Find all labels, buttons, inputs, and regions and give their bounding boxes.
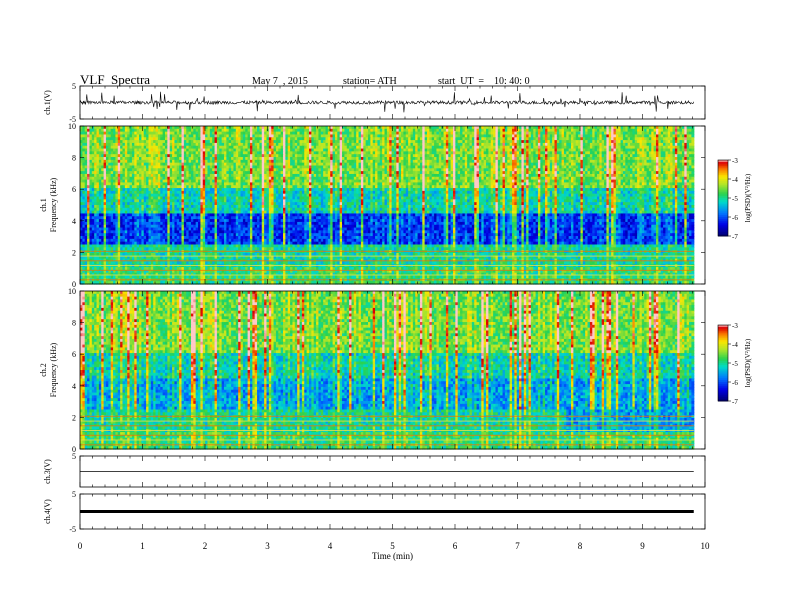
vlf-spectra-figure: -3-4-5-6-7log(PSD)(V²/Hz)-3-4-5-6-7log(P… [0,0,792,612]
spectrogram-ch1-spectrogram [80,126,694,285]
